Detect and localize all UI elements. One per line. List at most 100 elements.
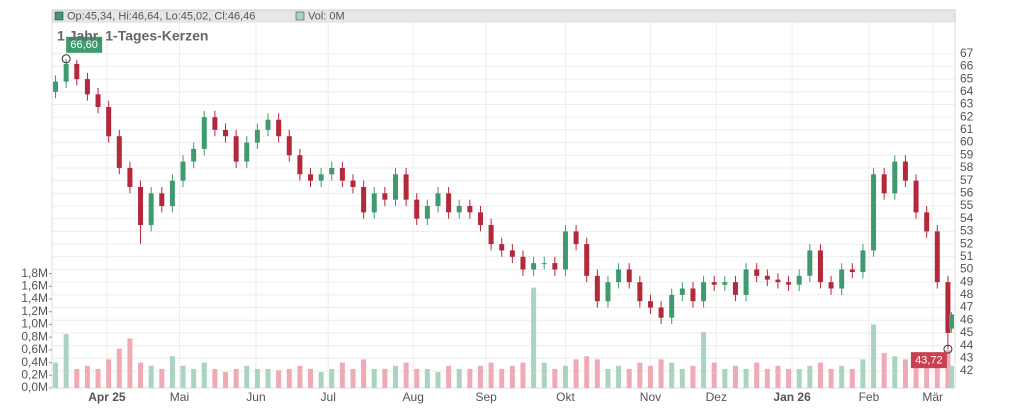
volume-bar <box>701 332 707 388</box>
volume-bar <box>477 365 483 388</box>
x-tick-label: Apr 25 <box>88 390 126 404</box>
candle-body <box>446 193 452 213</box>
y-tick-label: 62 <box>960 109 974 123</box>
y-tick-label: 64 <box>960 84 974 98</box>
volume-bar <box>53 362 59 388</box>
y-tick-label: 59 <box>960 147 974 161</box>
candle-body <box>339 167 345 181</box>
x-tick-label: Okt <box>556 390 575 404</box>
candle-body <box>817 250 823 283</box>
x-tick-label: Jun <box>246 390 265 404</box>
candle-body <box>839 269 845 289</box>
annotation-label: 66,60 <box>70 39 98 51</box>
legend-swatch <box>54 11 64 21</box>
volume-bar <box>786 368 792 388</box>
volume-bar <box>74 368 80 388</box>
volume-tick-label: 0,0M <box>21 380 48 394</box>
candle-body <box>138 186 144 226</box>
volume-bar <box>892 356 898 388</box>
candle-body <box>690 288 696 302</box>
candle-body <box>722 282 728 285</box>
candle-body <box>948 314 954 329</box>
candle-body <box>392 174 398 200</box>
candle-body <box>562 231 568 270</box>
volume-bar <box>541 362 547 388</box>
y-tick-label: 42 <box>960 363 974 377</box>
candle-body <box>435 193 441 207</box>
candle-body <box>159 193 165 207</box>
candle-body <box>244 142 250 162</box>
candle-body <box>754 269 760 276</box>
candle-body <box>350 180 356 187</box>
volume-bar <box>212 368 218 388</box>
y-tick-label: 52 <box>960 236 974 250</box>
volume-bar <box>318 372 324 388</box>
y-tick-label: 50 <box>960 262 974 276</box>
volume-tick-label: 0,8M <box>21 329 48 343</box>
candle-body <box>499 244 505 251</box>
candle-body <box>743 269 749 295</box>
volume-bar <box>807 365 813 388</box>
x-tick-label: Jan 26 <box>773 390 811 404</box>
candle-body <box>308 174 314 181</box>
volume-bar <box>605 368 611 388</box>
y-tick-label: 51 <box>960 249 974 263</box>
candle-body <box>594 275 600 302</box>
candle-body <box>74 63 80 80</box>
header-ohlc: Op:45,34, Hi:46,64, Lo:45,02, Cl:46,46 <box>67 10 255 22</box>
volume-bar <box>297 365 303 388</box>
volume-bar <box>201 362 207 388</box>
candle-body <box>945 282 951 333</box>
candle-body <box>552 263 558 270</box>
volume-bar <box>350 368 356 388</box>
volume-bar <box>95 368 101 388</box>
volume-bar <box>63 333 69 388</box>
x-tick-label: Sep <box>475 390 497 404</box>
candle-body <box>669 294 675 318</box>
candle-body <box>892 161 898 194</box>
candle-body <box>148 193 154 226</box>
volume-bar <box>520 362 526 388</box>
candle-body <box>711 282 717 285</box>
y-tick-label: 58 <box>960 160 974 174</box>
candle-body <box>276 119 282 137</box>
volume-bar <box>562 365 568 388</box>
candle-body <box>467 206 473 213</box>
y-tick-label: 47 <box>960 300 974 314</box>
volume-tick-label: 1,8M <box>21 266 48 280</box>
volume-bar <box>722 368 728 388</box>
y-tick-label: 57 <box>960 173 974 187</box>
candle-body <box>732 282 738 295</box>
volume-bar <box>382 368 388 388</box>
chart-title: 1 Jahr, 1-Tages-Kerzen <box>57 28 208 44</box>
candle-body <box>191 148 197 162</box>
volume-bar <box>732 365 738 388</box>
y-tick-label: 53 <box>960 224 974 238</box>
volume-bar <box>860 359 866 388</box>
legend-swatch <box>295 11 305 21</box>
volume-bar <box>467 368 473 388</box>
volume-tick-label: 0,2M <box>21 367 48 381</box>
volume-tick-label: 1,0M <box>21 317 48 331</box>
volume-bar <box>711 362 717 388</box>
volume-bar <box>584 356 590 388</box>
volume-bar <box>509 365 515 388</box>
volume-bar <box>414 368 420 388</box>
volume-bar <box>499 368 505 388</box>
volume-bar <box>647 365 653 388</box>
volume-bar <box>488 362 494 388</box>
volume-bar <box>616 365 622 388</box>
volume-bar <box>913 362 919 388</box>
candle-body <box>807 250 813 276</box>
volume-tick-label: 0,4M <box>21 355 48 369</box>
volume-bar <box>265 368 271 388</box>
candle-body <box>201 117 207 149</box>
candle-body <box>616 269 622 283</box>
volume-bar <box>435 372 441 388</box>
candle-body <box>254 129 260 143</box>
y-tick-label: 56 <box>960 185 974 199</box>
volume-bar <box>308 368 314 388</box>
y-tick-label: 66 <box>960 59 974 73</box>
candle-body <box>881 174 887 194</box>
volume-bar <box>286 368 292 388</box>
